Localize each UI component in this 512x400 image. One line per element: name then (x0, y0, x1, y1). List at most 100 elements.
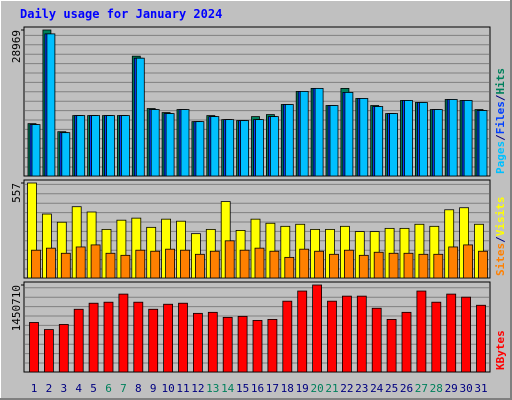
bar (76, 115, 86, 177)
bar (431, 301, 442, 373)
x-tick-label: 17 (266, 382, 279, 395)
legend: KBytes (494, 330, 507, 370)
bar (222, 316, 233, 373)
bar (356, 295, 367, 373)
x-tick-label: 28 (430, 382, 443, 395)
bar (371, 307, 382, 373)
bar (148, 308, 159, 373)
bar (135, 57, 145, 177)
bar (31, 249, 41, 279)
bar (195, 121, 205, 177)
bar (180, 109, 190, 177)
bar (267, 319, 278, 373)
x-tick-label: 22 (340, 382, 353, 395)
x-tick-label: 15 (236, 382, 249, 395)
bar (58, 324, 69, 373)
bar (135, 249, 146, 279)
bar (374, 106, 384, 177)
x-tick-label: 21 (325, 382, 338, 395)
bar (418, 253, 429, 279)
bar (120, 254, 131, 279)
bar (269, 116, 279, 177)
bar (180, 249, 190, 279)
bar (178, 302, 188, 373)
bar (29, 322, 39, 373)
bar (46, 247, 56, 279)
y-tick-label: 28969 (10, 30, 23, 63)
bar (416, 290, 427, 373)
bar (106, 115, 115, 177)
x-tick-label: 25 (385, 382, 398, 395)
bar (118, 293, 129, 373)
bar (252, 320, 263, 373)
bar (225, 119, 235, 177)
bar (44, 329, 54, 373)
bar (314, 87, 324, 177)
x-tick-label: 8 (135, 382, 142, 395)
bar (103, 301, 114, 373)
bar (31, 124, 41, 177)
x-tick-label: 20 (310, 382, 323, 395)
x-tick-label: 5 (90, 382, 97, 395)
x-tick-label: 2 (46, 382, 53, 395)
bar (463, 244, 474, 279)
bar (403, 252, 414, 279)
bar (239, 249, 250, 279)
bar (284, 104, 294, 177)
legend-entry: KBytes (494, 330, 507, 370)
x-tick-label: 14 (221, 382, 235, 395)
bar (343, 249, 354, 279)
bar (150, 109, 160, 177)
bar (224, 240, 235, 279)
bar (105, 252, 116, 279)
bar (373, 251, 384, 279)
bar (404, 100, 413, 177)
bar (237, 315, 248, 373)
bar (282, 300, 293, 373)
bar (478, 250, 488, 279)
legend: Pages/Files/Hits (494, 68, 507, 174)
bar (90, 244, 101, 279)
bar (446, 293, 457, 373)
bar (284, 256, 295, 279)
bar (297, 290, 308, 373)
bar (150, 250, 161, 279)
x-tick-label: 1 (31, 382, 38, 395)
bar (359, 98, 369, 177)
bar (209, 250, 220, 279)
x-tick-label: 31 (474, 382, 487, 395)
bar (478, 110, 488, 177)
bar (88, 302, 99, 373)
bar (329, 105, 339, 177)
bar (389, 113, 399, 177)
bar (327, 300, 337, 373)
bar (448, 99, 458, 177)
bar (388, 252, 399, 279)
bar (91, 115, 100, 177)
bar (73, 308, 84, 373)
bar (254, 247, 265, 279)
legend-entry: Sites (494, 243, 507, 276)
x-tick-label: 4 (75, 382, 82, 395)
x-tick-label: 16 (251, 382, 264, 395)
bar (75, 246, 86, 279)
bar (299, 248, 310, 279)
bar (207, 311, 218, 373)
legend-separator: / (494, 94, 507, 101)
legend-separator: / (494, 134, 507, 141)
bar (344, 92, 354, 177)
bar (210, 116, 220, 177)
bar (341, 295, 352, 373)
bar (314, 250, 325, 279)
bar (448, 246, 459, 279)
x-tick-label: 23 (355, 382, 368, 395)
bar (312, 284, 323, 373)
x-tick-label: 9 (150, 382, 157, 395)
bar (433, 253, 444, 279)
y-tick-label: 557 (10, 183, 23, 203)
bar (192, 312, 203, 373)
bar (418, 102, 428, 177)
bar (476, 304, 486, 373)
legend-entry: Pages (494, 141, 507, 174)
